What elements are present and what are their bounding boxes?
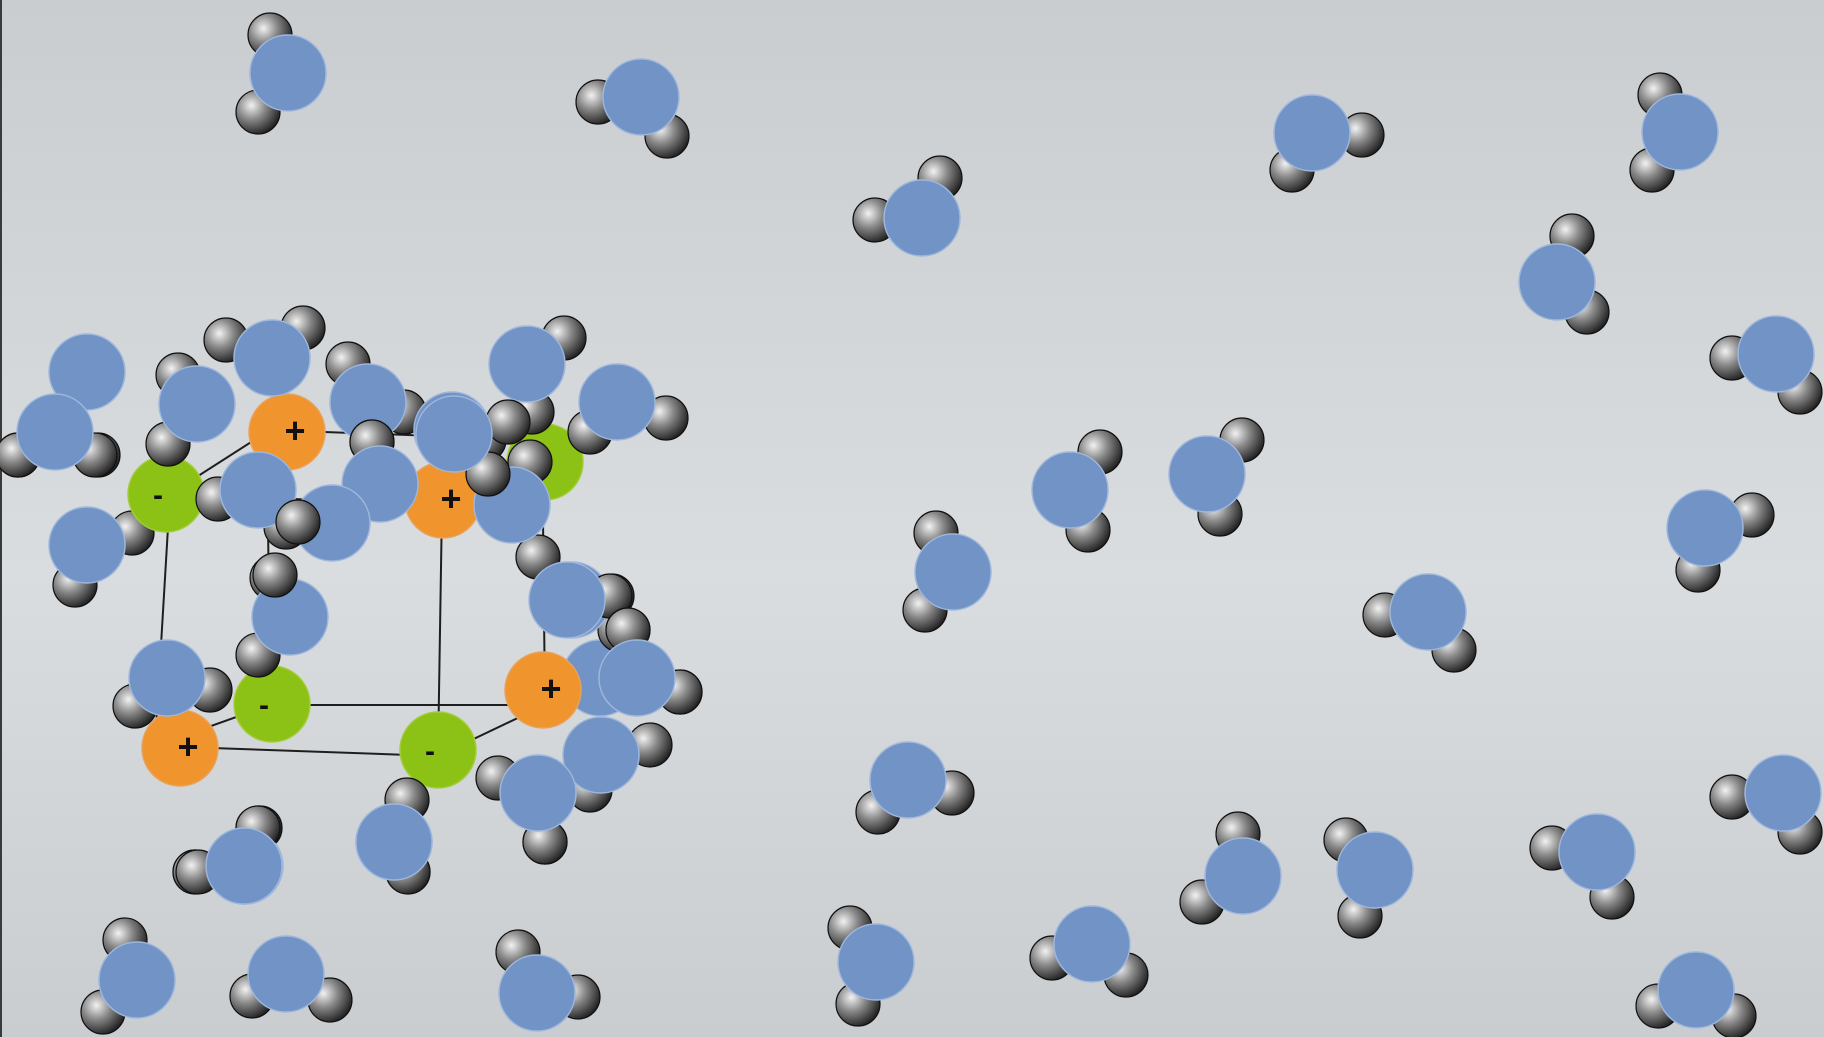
oxygen-atom [1336, 831, 1414, 909]
oxygen-atom [158, 365, 236, 443]
hydrogen-atom [275, 499, 321, 545]
oxygen-atom [1666, 489, 1744, 567]
anion-charge-label: - [425, 735, 435, 768]
oxygen-atom [499, 754, 577, 832]
anion-ion: - [233, 665, 311, 743]
oxygen-atom [247, 935, 325, 1013]
oxygen-atom [498, 954, 576, 1032]
anion-ion: - [399, 711, 477, 789]
oxygen-atom [16, 393, 94, 471]
oxygen-atom [837, 923, 915, 1001]
oxygen-atom [869, 741, 947, 819]
oxygen-atom [914, 533, 992, 611]
oxygen-atom [562, 716, 640, 794]
anion-charge-label: - [259, 689, 269, 722]
cation-charge-label: + [284, 410, 305, 451]
oxygen-atom [249, 34, 327, 112]
oxygen-atom [219, 451, 297, 529]
oxygen-atom [1053, 905, 1131, 983]
oxygen-atom [1518, 243, 1596, 321]
oxygen-atom [1031, 451, 1109, 529]
oxygen-atom [488, 325, 566, 403]
oxygen-atom [1744, 754, 1822, 832]
oxygen-atom [883, 179, 961, 257]
oxygen-atom [528, 561, 606, 639]
cation-ion-sphere [504, 651, 582, 729]
oxygen-atom [1737, 315, 1815, 393]
oxygen-atom [48, 506, 126, 584]
cation-charge-label: + [540, 668, 561, 709]
oxygen-atom [1558, 813, 1636, 891]
oxygen-atom [415, 395, 493, 473]
oxygen-atom [578, 363, 656, 441]
cation-charge-label: + [177, 726, 198, 767]
oxygen-atom [128, 639, 206, 717]
oxygen-atom [48, 333, 126, 411]
oxygen-atom [1641, 93, 1719, 171]
cation-charge-label: + [440, 478, 461, 519]
anion-charge-label: - [153, 479, 163, 512]
anion-ion-sphere [399, 711, 477, 789]
oxygen-atom [1168, 435, 1246, 513]
molecule-layer: +-+--++- [0, 12, 1823, 1037]
cation-ion: + [248, 393, 326, 471]
oxygen-atom [598, 639, 676, 717]
oxygen-atom [98, 941, 176, 1019]
anion-ion: - [127, 455, 205, 533]
oxygen-atom [205, 827, 283, 905]
oxygen-atom [602, 58, 680, 136]
oxygen-atom [1389, 573, 1467, 651]
anion-ion-sphere [233, 665, 311, 743]
cation-ion: + [504, 651, 582, 729]
cation-ion: + [141, 709, 219, 787]
oxygen-atom [355, 803, 433, 881]
hydrogen-atom [252, 552, 298, 598]
oxygen-atom [1204, 837, 1282, 915]
oxygen-atom [233, 319, 311, 397]
left-edge-line [0, 0, 2, 1037]
anion-ion-sphere [127, 455, 205, 533]
oxygen-atom [1273, 94, 1351, 172]
oxygen-atom [1657, 951, 1735, 1029]
